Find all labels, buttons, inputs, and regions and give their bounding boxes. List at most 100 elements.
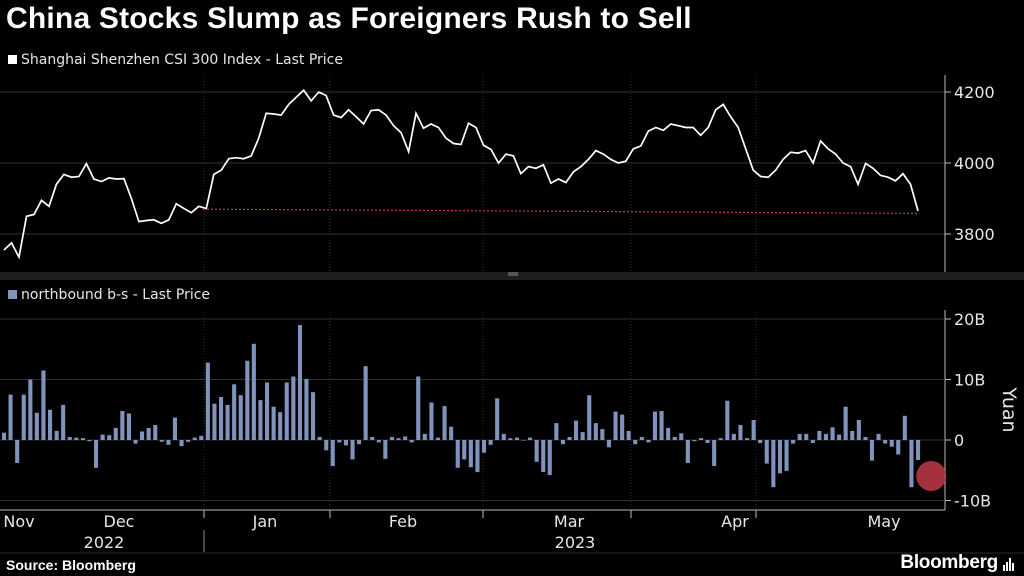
bar-northbound [41,370,46,440]
y-tick-label-bottom: 10B [954,371,985,390]
bloomberg-logo: Bloomberg [900,552,998,573]
bar-northbound [245,360,250,440]
x-tick-label-month: Jan [252,512,278,531]
bar-northbound [567,437,572,440]
x-tick-label-month: Mar [554,512,585,531]
bar-northbound [652,411,657,440]
bar-northbound [370,437,375,440]
bar-northbound [909,440,914,488]
bar-northbound [330,440,335,466]
bar-northbound [613,411,618,440]
bar-northbound [521,440,526,441]
bar-northbound [823,433,828,440]
bar-northbound [192,437,197,440]
bar-northbound [284,382,289,440]
bar-northbound [580,432,585,440]
bar-northbound [133,440,138,444]
bar-northbound [587,395,592,440]
bar-northbound [731,433,736,440]
bar-northbound [560,440,565,445]
legend-northbound-label: northbound b-s - Last Price [21,287,211,303]
bar-northbound [659,411,664,440]
bar-northbound [699,438,704,440]
y-tick-label-top: 3800 [954,225,995,244]
bar-northbound [902,415,907,440]
bar-northbound [541,440,546,473]
bar-northbound [422,433,427,440]
bar-northbound [916,440,921,460]
bar-northbound [28,379,33,440]
bar-northbound [120,411,125,440]
bar-northbound [435,437,440,440]
bar-northbound [258,400,263,440]
bar-northbound [804,433,809,440]
bar-northbound [21,394,26,440]
bar-northbound [876,433,881,440]
bar-northbound [863,437,868,440]
bar-northbound [304,378,309,440]
bar-northbound [528,437,533,440]
bar-northbound [712,440,717,466]
bar-northbound [639,437,644,440]
bar-northbound [745,438,750,440]
bar-northbound [869,440,874,461]
y-tick-label-bottom: 20B [954,310,985,329]
bar-northbound [8,394,13,440]
bar-northbound [482,440,487,453]
bar-northbound [67,437,72,440]
bar-northbound [672,437,677,440]
bar-northbound [324,440,329,451]
bar-northbound [449,426,454,440]
y-tick-label-bottom: -10B [954,492,991,511]
bar-northbound [61,404,66,440]
bar-northbound [80,438,85,440]
bloomberg-logo-icon [1003,558,1014,571]
bar-northbound [758,440,763,443]
bar-northbound [593,423,598,440]
bar-northbound [212,403,217,440]
bar-northbound [620,414,625,440]
bar-northbound [389,437,394,440]
bar-northbound [784,440,789,471]
bar-northbound [685,440,690,463]
bar-northbound [317,437,322,440]
bar-northbound [251,343,256,440]
bar-northbound [2,432,7,440]
highlight-marker [916,461,947,491]
bar-northbound [534,440,539,462]
bar-northbound [777,440,782,474]
bar-northbound [383,440,388,459]
bar-northbound [896,440,901,455]
bar-northbound [646,440,651,443]
bar-northbound [337,440,342,443]
bar-northbound [843,406,848,440]
bar-northbound [396,438,401,440]
bar-northbound [297,325,302,440]
bar-northbound [810,440,815,443]
bar-northbound [126,413,131,440]
bar-northbound [205,362,210,440]
bar-northbound [343,440,348,446]
bar-northbound [153,424,158,440]
bar-northbound [705,440,710,443]
bar-northbound [442,406,447,440]
x-tick-label-month: May [867,512,900,531]
bar-northbound [238,395,243,440]
bar-northbound [600,429,605,440]
bar-northbound [166,440,171,445]
bar-northbound [679,433,684,440]
bar-northbound [666,427,671,440]
bar-northbound [606,440,611,448]
bar-northbound [94,440,99,468]
y-tick-label-top: 4000 [954,154,995,173]
bar-northbound [87,440,92,442]
bar-northbound [830,427,835,440]
bar-northbound [179,440,184,447]
bar-northbound [219,397,224,440]
bar-northbound [725,400,730,440]
bar-northbound [574,420,579,440]
bar-northbound [495,398,500,440]
bar-northbound [547,440,552,476]
bar-northbound [626,430,631,440]
